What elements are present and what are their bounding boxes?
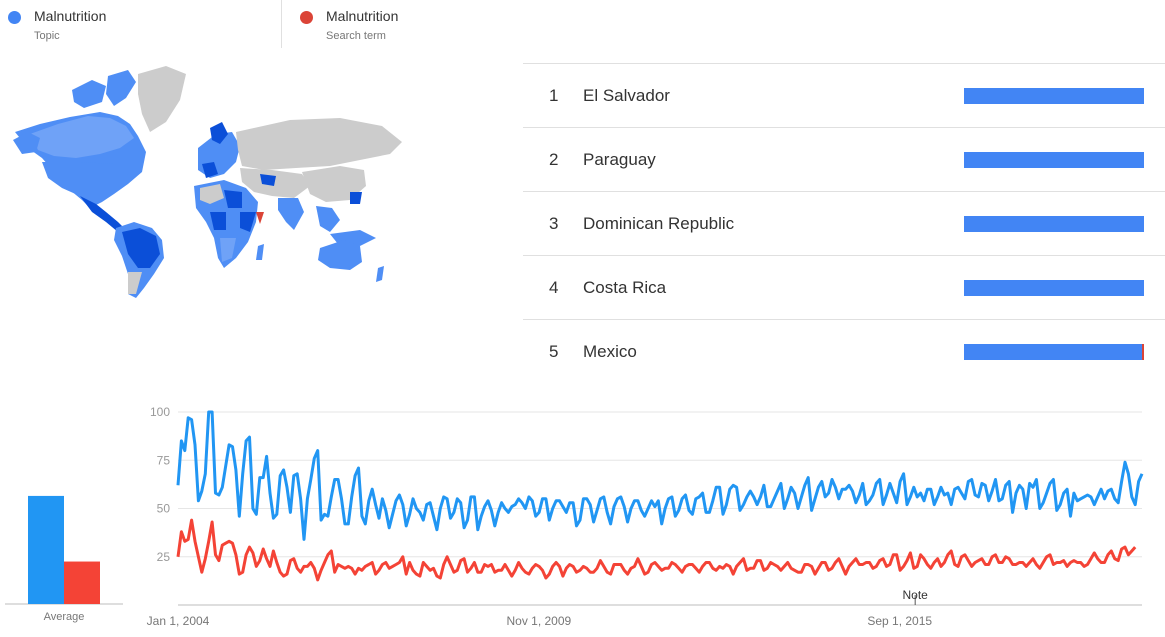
country-name: El Salvador <box>583 86 670 105</box>
legend-term-name: Malnutrition <box>326 8 399 24</box>
average-bar-term[interactable] <box>64 561 100 604</box>
world-map-icon <box>13 66 402 298</box>
share-bar <box>964 344 1144 360</box>
y-tick-label: 25 <box>157 550 171 564</box>
average-label: Average <box>44 611 85 623</box>
average-chart: Average <box>5 470 123 632</box>
share-bar <box>964 216 1144 232</box>
ranking-row[interactable]: 1 El Salvador <box>523 63 1165 127</box>
rank-number: 1 <box>549 86 559 105</box>
topic-dot-icon <box>8 11 21 24</box>
x-tick-label: Nov 1, 2009 <box>506 614 571 628</box>
country-name: Costa Rica <box>583 278 667 297</box>
country-name: Mexico <box>583 342 637 361</box>
series-line-term[interactable] <box>176 518 1137 582</box>
ranking-row[interactable]: 3 Dominican Republic <box>523 191 1165 255</box>
legend-term-topic[interactable]: Malnutrition Topic <box>8 6 268 48</box>
world-map[interactable] <box>10 62 405 302</box>
x-tick-label: Jan 1, 2004 <box>147 614 210 628</box>
trend-chart-svg: 100 75 50 25 Jan 1, 2004 Nov 1, 2009 Sep 1, 20… <box>147 405 1144 628</box>
average-chart-svg: Average <box>5 495 123 623</box>
y-tick-label: 100 <box>150 405 170 419</box>
ranking-row[interactable]: 4 Costa Rica <box>523 255 1165 319</box>
note-annotation[interactable]: Note <box>902 588 928 602</box>
legend-divider <box>281 0 282 48</box>
legend-term-name: Malnutrition <box>34 8 107 24</box>
ranking-row[interactable]: 2 Paraguay <box>523 127 1165 191</box>
series-line-topic[interactable] <box>176 410 1144 541</box>
legend-term-search[interactable]: Malnutrition Search term <box>300 6 560 48</box>
share-bar <box>964 280 1144 296</box>
y-tick-label: 75 <box>157 453 171 467</box>
interest-over-time-chart[interactable]: 100 75 50 25 Jan 1, 2004 Nov 1, 2009 Sep 1, 20… <box>130 400 1165 632</box>
average-bar-topic[interactable] <box>28 495 64 604</box>
rank-number: 2 <box>549 150 559 169</box>
share-bar <box>964 152 1144 168</box>
rank-number: 3 <box>549 214 559 233</box>
y-tick-label: 50 <box>157 502 171 516</box>
region-ranking-list: 1 El Salvador 2 Paraguay 3 Dominican Rep… <box>523 63 1165 383</box>
share-bar-term-segment <box>1142 344 1144 360</box>
legend-term-type: Topic <box>34 30 60 42</box>
country-name: Dominican Republic <box>583 214 735 233</box>
legend-term-type: Search term <box>326 30 386 42</box>
rank-number: 4 <box>549 278 559 297</box>
x-tick-label: Sep 1, 2015 <box>867 614 932 628</box>
share-bar <box>964 88 1144 104</box>
search-term-dot-icon <box>300 11 313 24</box>
comparison-legend: Malnutrition Topic Malnutrition Search t… <box>0 0 1165 48</box>
ranking-row[interactable]: 5 Mexico <box>523 319 1165 383</box>
rank-number: 5 <box>549 342 559 361</box>
country-name: Paraguay <box>583 150 656 169</box>
